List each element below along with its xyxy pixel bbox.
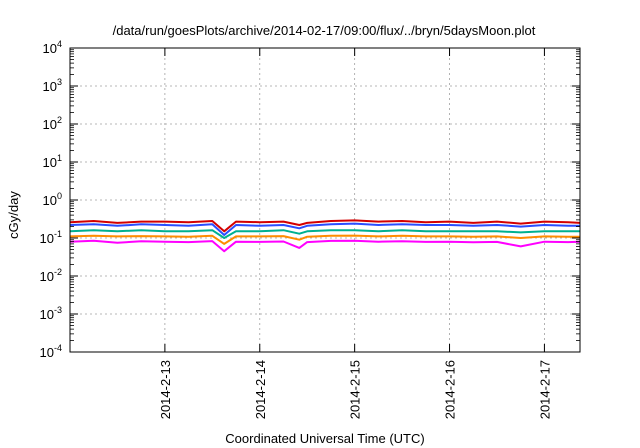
data-series-1	[69, 219, 581, 233]
data-series-3	[69, 229, 580, 239]
y-tick-label: 100	[43, 191, 62, 208]
y-tick-base: 10	[43, 117, 57, 132]
y-tick-base: 10	[43, 79, 57, 94]
y-tick-label: 10-4	[40, 343, 62, 360]
chart-title: /data/run/goesPlots/archive/2014-02-17/0…	[113, 23, 536, 38]
data-series-4	[69, 234, 580, 245]
y-tick-exponent: 1	[57, 153, 62, 163]
data-series-5	[69, 239, 581, 253]
grid	[70, 48, 580, 352]
x-axis-label: Coordinated Universal Time (UTC)	[225, 431, 424, 446]
series-group	[69, 219, 581, 253]
y-tick-label: 10-1	[40, 229, 62, 246]
y-tick-base: 10	[40, 345, 54, 360]
y-tick-label: 101	[43, 153, 62, 170]
y-tick-exponent: -2	[54, 267, 62, 277]
y-tick-base: 10	[43, 155, 57, 170]
y-tick-exponent: -4	[54, 343, 62, 353]
y-tick-base: 10	[40, 269, 54, 284]
x-tick-label: 2014-2-13	[158, 360, 173, 419]
y-tick-base: 10	[43, 41, 57, 56]
y-tick-label: 104	[43, 39, 62, 56]
y-tick-label: 103	[43, 77, 62, 94]
y-tick-base: 10	[40, 231, 54, 246]
x-tick-label: 2014-2-14	[253, 360, 268, 419]
x-axis: 2014-2-13 2014-2-14 2014-2-15 2014-2-16 2014…	[158, 48, 552, 419]
y-tick-base: 10	[40, 307, 54, 322]
y-tick-label: 10-2	[40, 267, 62, 284]
x-tick-label: 2014-2-17	[537, 360, 552, 419]
x-tick-label: 2014-2-15	[348, 360, 363, 419]
y-axis-label: cGy/day	[6, 191, 21, 239]
data-series-2	[69, 222, 580, 236]
y-tick-exponent: -3	[54, 305, 62, 315]
y-tick-base: 10	[43, 193, 57, 208]
y-tick-exponent: 0	[57, 191, 62, 201]
y-tick-exponent: 2	[57, 115, 62, 125]
y-tick-exponent: 4	[57, 39, 62, 49]
y-tick-label: 10-3	[40, 305, 62, 322]
y-tick-label: 102	[43, 115, 62, 132]
x-tick-label: 2014-2-16	[443, 360, 458, 419]
y-tick-exponent: 3	[57, 77, 62, 87]
y-tick-exponent: -1	[54, 229, 62, 239]
